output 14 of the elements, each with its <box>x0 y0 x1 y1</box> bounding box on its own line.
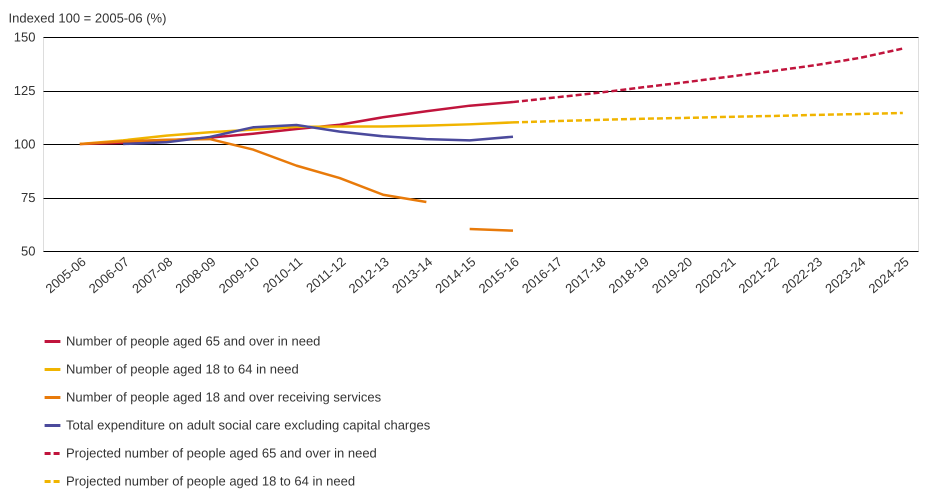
legend-label: Number of people aged 18 to 64 in need <box>66 362 299 376</box>
legend-label: Projected number of people aged 65 and over in need <box>66 446 377 460</box>
y-tick-label: 75 <box>21 190 36 205</box>
y-tick-label: 50 <box>21 244 36 258</box>
legend-label: Projected number of people aged 18 to 64 in need <box>66 474 356 488</box>
legend-label: Total expenditure on adult social care excluding capital charges <box>66 418 431 432</box>
legend-label: Number of people aged 18 and over receiving services <box>66 390 382 404</box>
y-tick-label: 100 <box>14 136 36 152</box>
line-series <box>78 138 428 204</box>
y-axis-title: Indexed 100 = 2005-06 (%) <box>8 10 166 26</box>
y-tick-label: 150 <box>14 30 36 44</box>
line-series <box>122 124 514 146</box>
legend-label: Number of people aged 65 and over in need <box>66 334 320 348</box>
y-tick-label: 125 <box>14 83 36 98</box>
